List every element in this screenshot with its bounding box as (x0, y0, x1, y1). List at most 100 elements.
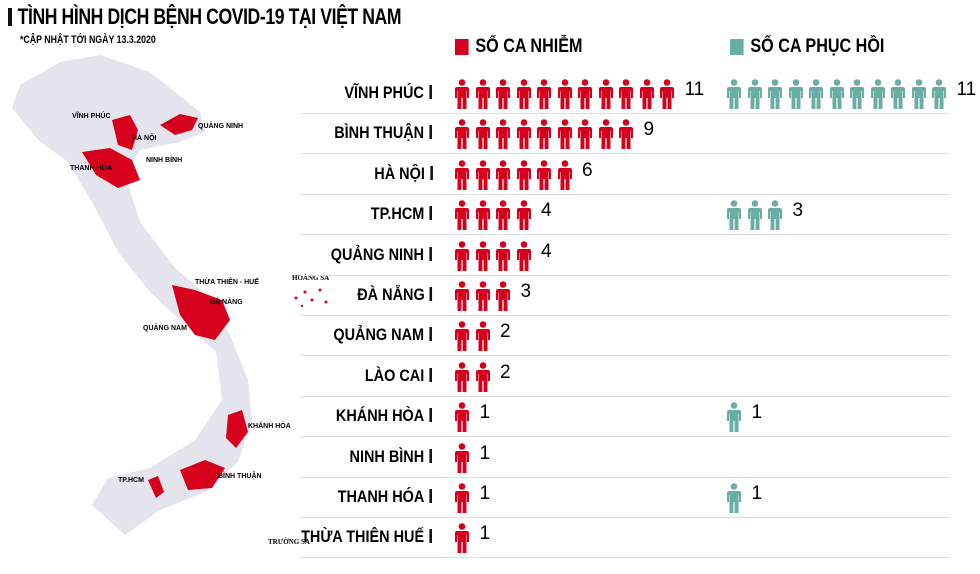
recovered-count: 11 (956, 79, 977, 100)
infected-person-icon (475, 200, 490, 235)
category-label: LÀO CAI (365, 366, 432, 386)
infected-person-icon (496, 240, 510, 276)
map-label-binh-thuan: BÌNH THUẬN (218, 471, 262, 480)
legend-label: SỐ CA NHIỄM (475, 36, 583, 57)
category-label: QUẢNG NINH (331, 245, 432, 265)
province-hue-quang-nam (172, 285, 230, 340)
category-label: VĨNH PHÚC (345, 83, 432, 103)
infected-person-icon (455, 159, 469, 195)
recovered-person-icon (727, 79, 741, 114)
legend-label: SỐ CA PHỤC HỒI (750, 36, 885, 57)
recovered-person-icon (788, 79, 803, 114)
infected-person-icon (537, 159, 551, 195)
infected-count: 1 (479, 483, 491, 504)
infected-person-icon (455, 442, 469, 478)
infected-person-icon (475, 159, 490, 195)
category-label: THỪA THIÊN HUẾ (301, 527, 432, 547)
recovered-person-icon (850, 79, 864, 114)
chart-row: BÌNH THUẬN 9 (300, 113, 950, 155)
recovered-person-icon (932, 79, 946, 114)
infected-person-icon (475, 79, 490, 114)
infected-person-icon (455, 483, 469, 518)
infected-person-icon (455, 361, 469, 397)
recovered-person-icon (768, 200, 782, 235)
infected-person-icon (578, 79, 592, 114)
infected-person-icon (496, 200, 510, 235)
map-label-khanh-hoa: KHÁNH HÒA (248, 421, 291, 430)
recovered-person-icon (891, 79, 905, 114)
map-label-quang-nam: QUẢNG NAM (143, 323, 187, 332)
category-label: KHÁNH HÒA (336, 406, 432, 426)
recovered-count: 3 (792, 200, 804, 222)
vietnam-map: VĨNH PHÚC HÀ NỘI QUẢNG NINH THANH HÓA NI… (12, 55, 329, 546)
infected-count: 1 (479, 523, 491, 545)
infected-count: 4 (541, 200, 552, 222)
infected-person-icon (455, 119, 469, 154)
infected-count: 2 (500, 361, 511, 383)
infected-person-icon (578, 119, 592, 154)
recovered-person-icon (747, 79, 762, 114)
infected-person-icon (516, 159, 531, 195)
recovered-person-icon (727, 200, 741, 235)
map-label-hue: THỪA THIÊN - HUẾ (195, 276, 259, 286)
category-label: NINH BÌNH (350, 447, 432, 467)
province-thanh-hoa (82, 148, 140, 188)
recovered-person-icon (809, 79, 823, 114)
chart-row: TP.HCM 4 3 (300, 194, 950, 236)
map-label-quang-ninh: QUẢNG NINH (198, 121, 243, 130)
hoang-sa-islands (294, 288, 328, 308)
recovered-person-icon (727, 402, 741, 437)
map-label-tphcm: TP.HCM (118, 477, 144, 484)
map-label-hoang-sa: HOÀNG SA (292, 274, 329, 282)
recovered-person-icon (727, 483, 741, 518)
infected-person-icon (455, 200, 469, 235)
recovered-person-icon (829, 79, 844, 114)
infected-person-icon (475, 281, 490, 316)
infected-person-icon (619, 119, 633, 154)
infected-count: 11 (684, 79, 705, 100)
legend-swatch-infected (455, 39, 469, 55)
chart-row: ĐÀ NẴNG 3 (300, 275, 950, 316)
map-label-thanh-hoa: THANH HÓA (70, 163, 112, 172)
map-label-ha-noi: HÀ NỘI (132, 133, 157, 142)
legend-infected: SỐ CA NHIỄM (455, 36, 582, 58)
recovered-person-icon (768, 79, 782, 114)
recovered-person-icon (870, 79, 885, 114)
map-label-vinh-phuc: VĨNH PHÚC (72, 111, 111, 120)
infected-person-icon (475, 321, 490, 356)
infected-person-icon (516, 240, 531, 276)
legend-recovered: SỐ CA PHỤC HỒI (730, 36, 884, 58)
infected-person-icon (619, 79, 633, 114)
infected-person-icon (537, 79, 551, 114)
chart-row: HÀ NỘI 6 (300, 154, 950, 195)
infected-person-icon (598, 79, 613, 114)
infected-person-icon (455, 79, 469, 114)
province-khanh-hoa (226, 410, 248, 448)
infected-person-icon (496, 79, 510, 114)
infected-person-icon (516, 119, 531, 154)
map-label-ninh-binh: NINH BÌNH (146, 155, 182, 164)
recovered-count: 1 (751, 483, 763, 504)
chart-row: VĨNH PHÚC 11 11 (300, 73, 976, 114)
chart-row: THỪA THIÊN HUẾ 1 (300, 517, 950, 559)
chart-row: KHÁNH HÒA 1 1 (300, 396, 950, 438)
category-label: BÌNH THUẬN (334, 123, 432, 143)
infected-person-icon (496, 159, 510, 195)
infected-person-icon (537, 119, 551, 154)
infected-person-icon (557, 119, 572, 154)
map-label-truong-sa: TRƯỜNG SA (268, 538, 310, 546)
category-label: THANH HÓA (338, 487, 432, 507)
recovered-person-icon (747, 200, 762, 235)
infected-count: 1 (479, 442, 491, 464)
chart-row: QUẢNG NINH 4 (300, 235, 950, 276)
infected-person-icon (557, 159, 572, 195)
infected-person-icon (496, 281, 510, 316)
recovered-count: 1 (751, 402, 763, 424)
update-note: *CẬP NHẬT TỚI NGÀY 13.3.2020 (20, 34, 156, 46)
infected-person-icon (455, 240, 469, 276)
chart-row: NINH BÌNH 1 (300, 437, 950, 478)
infected-person-icon (516, 200, 531, 235)
chart-row: QUẢNG NAM 2 (300, 315, 950, 357)
recovered-person-icon (911, 79, 926, 114)
category-label: QUẢNG NAM (334, 325, 432, 345)
